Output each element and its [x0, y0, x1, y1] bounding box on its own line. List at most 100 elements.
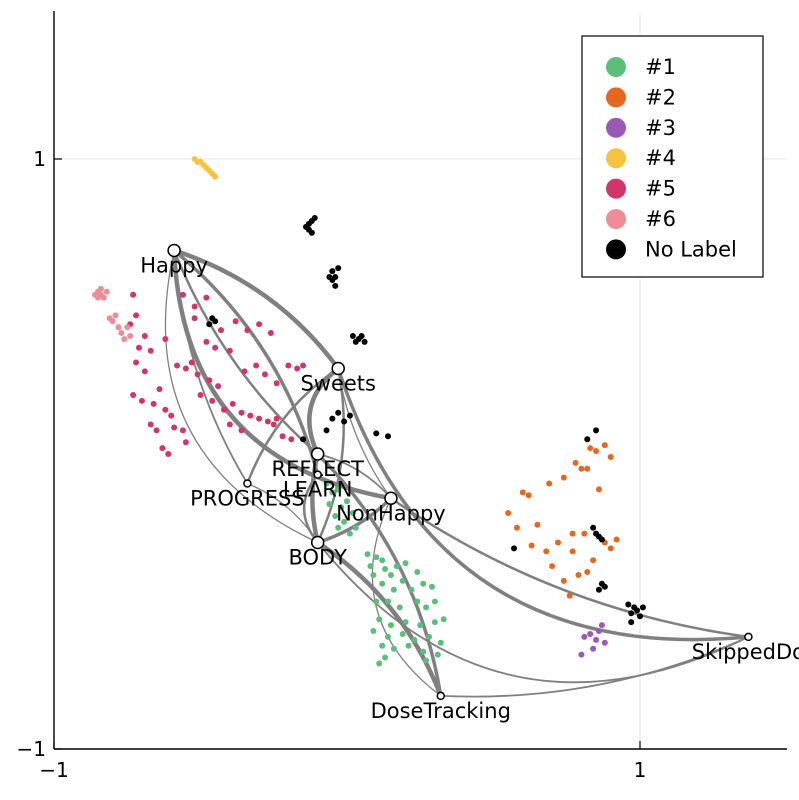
point-series-0-24	[390, 586, 397, 593]
point-series-4-16	[171, 424, 178, 431]
point-series-0-23	[414, 569, 421, 575]
point-series-4-34	[264, 418, 271, 425]
edge-Happy-REFLECT	[172, 249, 319, 456]
point-series-6-11	[332, 282, 339, 289]
point-series-4-32	[247, 412, 254, 419]
point-series-1-19	[566, 592, 573, 599]
point-series-0-28	[373, 598, 380, 605]
legend-entry-0: #1	[645, 55, 676, 79]
point-series-0-16	[382, 566, 389, 573]
point-series-4-26	[215, 383, 222, 390]
point-series-0-18	[402, 560, 409, 567]
point-series-6-18	[361, 338, 368, 345]
point-series-4-38	[244, 327, 251, 334]
point-series-4-7	[141, 368, 148, 375]
point-series-2-1	[587, 630, 594, 637]
point-series-1-22	[590, 557, 597, 564]
legend-entry-5: #6	[645, 207, 676, 231]
point-series-0-53	[423, 657, 430, 664]
legend-entry-6: No Label	[645, 237, 737, 261]
node-progress	[243, 479, 252, 488]
point-series-5-11	[118, 330, 125, 337]
point-series-1-29	[581, 530, 588, 537]
point-series-4-55	[226, 347, 233, 354]
point-series-6-24	[323, 427, 330, 434]
point-series-6-26	[385, 433, 392, 440]
point-series-6-41	[631, 604, 638, 611]
point-series-6-10	[335, 265, 342, 272]
point-series-5-12	[121, 335, 128, 342]
point-series-0-20	[399, 577, 406, 584]
point-series-6-42	[625, 601, 632, 608]
point-series-4-5	[147, 347, 154, 354]
point-series-1-27	[554, 539, 561, 546]
point-series-4-18	[159, 445, 166, 452]
point-series-0-38	[431, 619, 438, 626]
point-series-4-56	[270, 421, 277, 428]
point-series-6-14	[206, 321, 213, 328]
point-series-4-11	[150, 400, 157, 407]
point-series-0-7	[341, 518, 348, 525]
point-series-4-23	[188, 359, 195, 366]
point-series-4-8	[130, 392, 137, 398]
point-series-5-5	[100, 294, 107, 301]
point-series-1-1	[525, 492, 532, 499]
edge-Sweets-NonHappy	[337, 367, 392, 499]
point-series-6-44	[628, 619, 635, 626]
point-series-0-5	[344, 498, 350, 505]
node-label-sweets: Sweets	[300, 371, 376, 395]
point-series-0-42	[399, 630, 406, 637]
point-series-4-35	[273, 415, 280, 422]
point-series-1-14	[595, 486, 602, 493]
point-series-0-9	[335, 524, 342, 531]
node-label-progress: PROGRESS	[190, 487, 305, 511]
point-series-4-33	[256, 415, 263, 422]
point-series-1-13	[607, 453, 614, 460]
edge-BODY-NonHappy	[315, 496, 393, 545]
point-series-4-60	[238, 427, 245, 434]
point-series-1-17	[549, 563, 556, 570]
point-series-0-0	[323, 480, 330, 487]
point-series-4-42	[253, 362, 260, 369]
point-series-6-15	[349, 333, 356, 339]
point-series-6-43	[639, 604, 646, 611]
point-series-6-37	[598, 580, 605, 587]
point-series-1-26	[607, 545, 614, 552]
point-series-6-31	[590, 524, 597, 531]
point-series-2-3	[593, 636, 600, 643]
edge-PROGRESS-BODY	[246, 482, 319, 544]
point-series-4-51	[179, 291, 186, 298]
point-series-0-46	[379, 642, 386, 649]
point-series-4-46	[294, 365, 301, 372]
point-series-0-21	[370, 571, 377, 578]
point-series-6-3	[311, 215, 318, 221]
node-sweets	[331, 361, 345, 376]
point-series-2-6	[578, 651, 585, 658]
point-series-4-39	[256, 321, 263, 328]
point-series-6-22	[341, 418, 348, 425]
point-series-1-12	[587, 445, 594, 452]
point-series-4-28	[209, 397, 216, 404]
point-series-5-4	[97, 285, 104, 292]
point-series-0-25	[408, 586, 415, 593]
point-series-4-50	[191, 315, 198, 322]
point-series-0-33	[431, 598, 438, 605]
edge-DoseTracking-SkippedDo	[439, 636, 750, 698]
point-series-1-16	[543, 548, 550, 555]
point-series-0-44	[426, 633, 433, 640]
node-skippeddo	[744, 632, 753, 642]
point-series-6-38	[628, 610, 635, 617]
legend-marker-3	[606, 148, 626, 169]
point-series-0-6	[332, 512, 339, 519]
point-series-5-10	[115, 324, 122, 331]
point-series-0-52	[376, 660, 383, 667]
point-series-4-49	[203, 294, 210, 301]
point-series-4-25	[206, 377, 213, 384]
point-series-4-14	[147, 421, 154, 428]
point-series-4-12	[162, 406, 169, 413]
node-label-skippeddo: SkippedDo	[692, 640, 799, 664]
point-series-4-47	[300, 362, 307, 369]
edge-BODY-DoseTracking	[315, 540, 444, 699]
point-series-6-19	[352, 338, 359, 345]
point-series-6-34	[598, 536, 605, 543]
